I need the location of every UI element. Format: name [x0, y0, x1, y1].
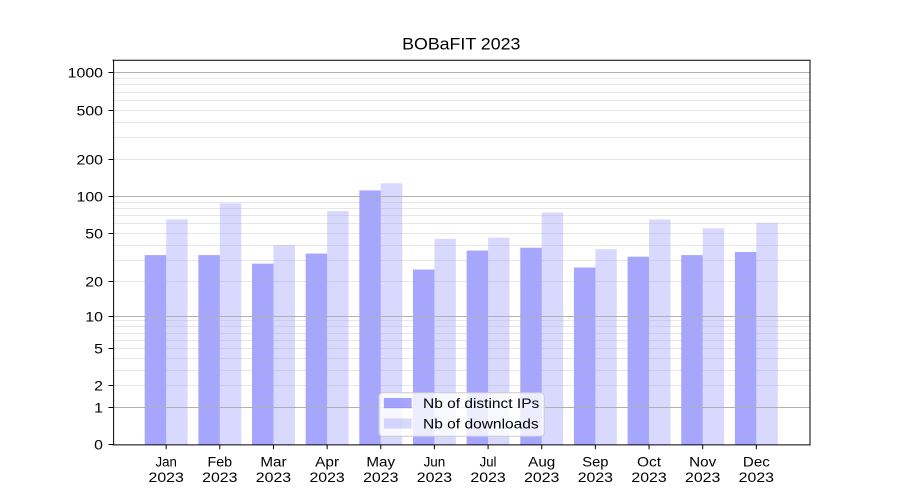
- svg-text:5: 5: [94, 340, 103, 356]
- svg-text:Dec: Dec: [743, 454, 770, 470]
- svg-text:2023: 2023: [524, 469, 560, 485]
- svg-text:1000: 1000: [68, 64, 104, 80]
- svg-text:2023: 2023: [256, 469, 292, 485]
- svg-text:Jul: Jul: [480, 454, 497, 470]
- svg-text:2023: 2023: [309, 469, 345, 485]
- svg-text:2023: 2023: [631, 469, 667, 485]
- svg-text:2023: 2023: [363, 469, 399, 485]
- svg-text:2023: 2023: [578, 469, 614, 485]
- svg-text:Apr: Apr: [315, 454, 339, 470]
- svg-text:Feb: Feb: [208, 454, 233, 470]
- svg-text:Jun: Jun: [424, 454, 446, 470]
- svg-text:0: 0: [94, 436, 103, 452]
- svg-text:Jan: Jan: [155, 454, 176, 470]
- svg-text:May: May: [366, 454, 395, 470]
- svg-text:2023: 2023: [202, 469, 238, 485]
- svg-text:2023: 2023: [685, 469, 721, 485]
- svg-text:100: 100: [77, 188, 104, 204]
- svg-text:2023: 2023: [739, 469, 775, 485]
- svg-text:500: 500: [77, 102, 104, 118]
- svg-text:10: 10: [85, 308, 103, 324]
- svg-text:Aug: Aug: [528, 454, 555, 470]
- svg-text:Oct: Oct: [637, 454, 661, 470]
- svg-text:Nb of distinct IPs: Nb of distinct IPs: [423, 395, 539, 411]
- svg-text:2: 2: [94, 377, 103, 393]
- svg-text:1: 1: [94, 399, 103, 415]
- svg-text:200: 200: [77, 151, 104, 167]
- svg-text:2023: 2023: [417, 469, 453, 485]
- svg-text:50: 50: [85, 225, 103, 241]
- svg-text:20: 20: [85, 273, 103, 289]
- svg-text:Nb of downloads: Nb of downloads: [423, 416, 539, 432]
- svg-text:BOBaFIT 2023: BOBaFIT 2023: [402, 34, 520, 53]
- svg-text:Sep: Sep: [582, 454, 608, 470]
- svg-text:Nov: Nov: [689, 454, 716, 470]
- svg-text:Mar: Mar: [260, 454, 287, 470]
- svg-text:2023: 2023: [470, 469, 506, 485]
- svg-text:2023: 2023: [149, 469, 185, 485]
